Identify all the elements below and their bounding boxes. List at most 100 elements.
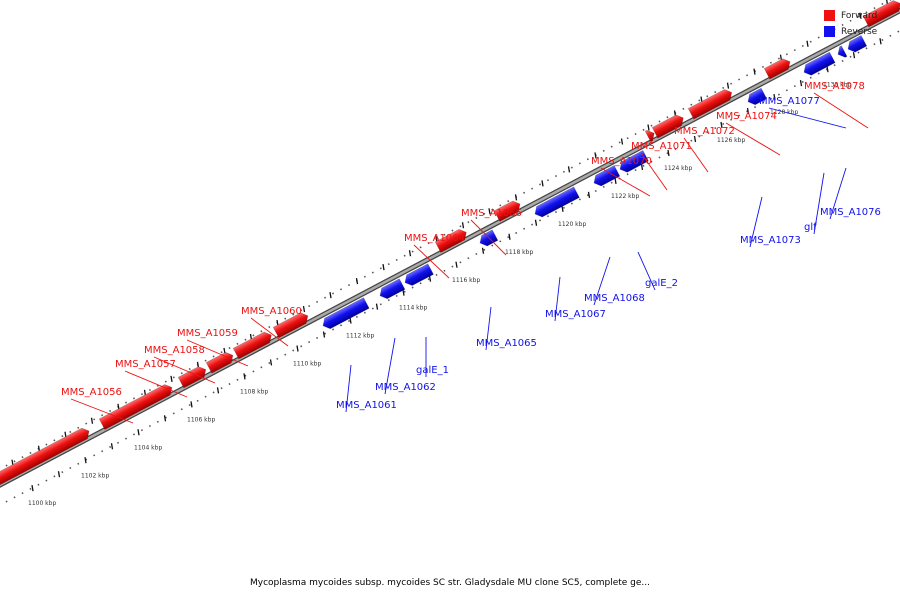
gene-arrow-shape <box>177 366 207 389</box>
ruler-tick <box>329 291 332 299</box>
reverse-gene[interactable] <box>745 87 768 107</box>
scale-tick-label: 1130 kbp <box>823 81 851 88</box>
ruler-tick <box>402 289 405 296</box>
label-layer: MMS_A1056MMS_A1057MMS_A1058MMS_A1059MMS_… <box>61 81 881 424</box>
reverse-gene-label[interactable]: MMS_A1067 <box>545 309 606 320</box>
forward-gene-label[interactable]: MMS_A1057 <box>115 359 176 370</box>
reverse-gene-label[interactable]: MMS_A1065 <box>476 338 537 349</box>
ruler-tick <box>859 12 862 19</box>
ruler-tick <box>852 52 856 59</box>
ruler-tick <box>110 443 114 450</box>
figure-caption: Mycoplasma mycoides subsp. mycoides SC s… <box>250 578 650 588</box>
ruler-tick <box>773 93 776 101</box>
scale-tick-label: 1124 kbp <box>664 165 692 172</box>
forward-gene-label[interactable]: MMS_A1074 <box>716 111 777 122</box>
ruler-tick <box>746 107 750 115</box>
forward-gene-label[interactable]: MMS_A1071 <box>631 141 692 152</box>
reverse-gene[interactable] <box>320 297 370 331</box>
reverse-gene[interactable] <box>835 45 848 60</box>
reverse-gene[interactable] <box>402 263 434 288</box>
ruler-tick <box>31 485 34 492</box>
forward-gene-label[interactable]: MMS_A1066 <box>461 208 522 219</box>
gene-arrow-shape <box>847 34 868 53</box>
reverse-gene-label[interactable]: MMS_A1068 <box>584 293 645 304</box>
ruler-tick <box>190 401 193 408</box>
ruler-tick <box>355 278 359 285</box>
reverse-swatch <box>824 26 835 37</box>
forward-gene-label[interactable]: MMS_A1060 <box>241 306 302 317</box>
scale-tick-label: 1116 kbp <box>452 277 480 284</box>
forward-gene[interactable] <box>687 87 734 120</box>
scale-tick-label: 1118 kbp <box>505 249 533 256</box>
reverse-gene-label[interactable]: MMS_A1062 <box>375 382 436 393</box>
ruler-tick <box>806 40 809 47</box>
scale-tick-label: 1120 kbp <box>558 221 586 228</box>
reverse-gene[interactable] <box>801 51 836 78</box>
forward-gene-label-leader-line <box>813 92 869 129</box>
ruler-tick <box>614 177 617 185</box>
ruler-tick <box>720 121 723 129</box>
reverse-gene-label[interactable]: glf <box>804 222 817 233</box>
forward-gene[interactable] <box>177 364 208 389</box>
reverse-gene-label[interactable]: MMS_A1061 <box>336 400 397 411</box>
gene-arrow-shape <box>404 263 434 286</box>
forward-gene[interactable] <box>272 310 310 339</box>
forward-gene-label-leader-line <box>725 122 781 156</box>
forward-gene-label[interactable]: MMS_A1070 <box>591 156 652 167</box>
ruler-tick <box>640 163 644 171</box>
gene-arrow-shape <box>837 45 848 58</box>
reverse-gene-label[interactable]: galE_2 <box>645 278 678 289</box>
forward-gene[interactable] <box>434 227 469 253</box>
forward-gene[interactable] <box>651 113 686 139</box>
gene-arrow-shape <box>619 150 649 173</box>
forward-gene[interactable] <box>644 128 657 143</box>
scale-tick-label: 1100 kbp <box>28 500 56 507</box>
forward-gene-label[interactable]: MMS_A1072 <box>674 126 735 137</box>
forward-gene[interactable] <box>763 56 793 80</box>
gene-arrow-shape <box>232 331 272 360</box>
forward-gene[interactable] <box>493 199 523 222</box>
ruler-tick <box>163 415 167 422</box>
ruler-tick <box>461 222 465 229</box>
ruler-tick <box>481 247 485 254</box>
reverse-gene[interactable] <box>591 165 621 189</box>
gene-arrow-shape <box>747 87 768 106</box>
reverse-gene-label[interactable]: MMS_A1073 <box>740 235 801 246</box>
reverse-gene-label-leader-line <box>637 251 656 291</box>
forward-gene-label[interactable]: MMS_A1059 <box>177 328 238 339</box>
scale-tick-label: 1104 kbp <box>134 444 162 451</box>
forward-gene[interactable] <box>98 382 174 430</box>
reverse-gene-label[interactable]: MMS_A1076 <box>820 207 881 218</box>
ruler-tick <box>514 194 518 201</box>
reverse-gene-label-leader-line <box>384 337 396 395</box>
reverse-gene-label-leader-line <box>593 256 611 306</box>
forward-gene-label-leader-line <box>683 137 709 173</box>
forward-gene[interactable] <box>0 426 92 489</box>
forward-gene-label[interactable]: MMS_A1078 <box>804 81 865 92</box>
forward-gene-label[interactable]: MMS_A1064 <box>404 233 465 244</box>
ruler-tick <box>90 417 94 424</box>
reverse-gene[interactable] <box>617 150 649 174</box>
forward-gene-label-leader-line <box>70 398 134 424</box>
ruler-tick <box>726 82 730 89</box>
scale-tick-label: 1108 kbp <box>240 389 268 396</box>
forward-gene-label[interactable]: MMS_A1056 <box>61 387 122 398</box>
scale-tick-label: 1126 kbp <box>717 137 745 144</box>
reverse-gene[interactable] <box>532 186 580 220</box>
reverse-gene[interactable] <box>845 34 868 54</box>
reverse-gene[interactable] <box>377 278 406 301</box>
ruler-tick <box>753 68 756 75</box>
ruler-tick <box>137 429 140 436</box>
gene-arrow-shape <box>687 89 733 120</box>
ruler-tick <box>349 317 352 324</box>
reverse-gene-label[interactable]: MMS_A1077 <box>759 96 820 107</box>
forward-gene[interactable] <box>232 330 274 360</box>
reverse-gene-label[interactable]: galE_1 <box>416 365 449 376</box>
gene-arrow-shape <box>493 200 521 222</box>
ruler-tick <box>879 38 882 45</box>
forward-gene-label-leader-line <box>186 339 249 367</box>
sequence-line <box>0 9 900 487</box>
scale-tick-label: 1102 kbp <box>81 472 109 479</box>
legend: Forward Reverse <box>824 8 888 40</box>
forward-gene-label[interactable]: MMS_A1058 <box>144 345 205 356</box>
